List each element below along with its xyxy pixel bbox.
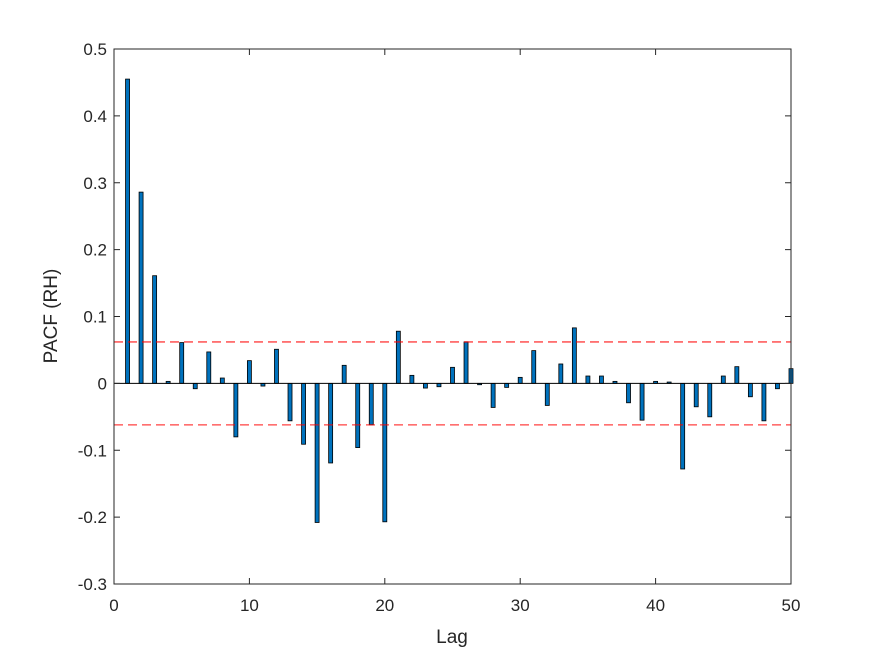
pacf-bar-lag-46 bbox=[734, 366, 740, 384]
x-tick-label: 0 bbox=[109, 596, 118, 615]
pacf-bar-lag-19 bbox=[368, 382, 374, 426]
pacf-bar-lag-7 bbox=[206, 351, 212, 384]
x-axis-label: Lag bbox=[436, 627, 468, 648]
pacf-bar-lag-10 bbox=[246, 360, 252, 384]
pacf-bar-lag-14 bbox=[301, 382, 306, 445]
pacf-bar-lag-30 bbox=[517, 376, 523, 384]
pacf-bar-lag-9 bbox=[233, 382, 239, 438]
pacf-bar-lag-23 bbox=[423, 382, 428, 389]
y-axis: -0.3 -0.2 -0.1 0 0.1 0.2 0.3 0.4 0.5 bbox=[78, 40, 791, 594]
y-tick-label: 0.1 bbox=[83, 308, 107, 327]
pacf-bar-lag-21 bbox=[395, 330, 401, 384]
pacf-bar-lag-34 bbox=[571, 327, 577, 384]
pacf-bar-lag-5 bbox=[179, 342, 185, 384]
pacf-bar-lag-17 bbox=[341, 364, 347, 384]
x-tick-label: 50 bbox=[782, 596, 801, 615]
pacf-bar-lag-31 bbox=[531, 350, 537, 384]
pacf-bar-lag-20 bbox=[382, 382, 388, 523]
y-tick-label: -0.3 bbox=[78, 575, 107, 594]
pacf-bar-lag-36 bbox=[599, 375, 604, 384]
y-tick-label: 0.2 bbox=[83, 241, 107, 260]
y-tick-label: 0.4 bbox=[83, 107, 107, 126]
pacf-bar-lag-44 bbox=[707, 382, 713, 418]
pacf-bar-lag-42 bbox=[680, 382, 686, 470]
y-tick-label: 0 bbox=[98, 374, 107, 393]
pacf-bar-lag-12 bbox=[274, 348, 279, 384]
pacf-bar-lag-18 bbox=[355, 382, 361, 448]
y-tick-label: 0.5 bbox=[83, 40, 107, 59]
pacf-bar-lag-13 bbox=[287, 382, 293, 422]
pacf-bar-lag-39 bbox=[639, 382, 645, 421]
pacf-bar-lag-24 bbox=[436, 382, 442, 388]
pacf-bar-lag-45 bbox=[720, 375, 726, 384]
pacf-bar-lag-8 bbox=[219, 377, 225, 384]
x-tick-label: 40 bbox=[646, 596, 665, 615]
pacf-bar-lag-28 bbox=[490, 382, 496, 408]
x-tick-label: 30 bbox=[511, 596, 530, 615]
y-tick-label: 0.3 bbox=[83, 174, 107, 193]
pacf-bar-lag-35 bbox=[585, 375, 591, 384]
plot-area bbox=[114, 49, 791, 584]
x-tick-label: 10 bbox=[240, 596, 259, 615]
pacf-bar-lag-43 bbox=[693, 382, 699, 408]
pacf-bar-lag-48 bbox=[761, 382, 767, 422]
y-axis-label: PACF (RH) bbox=[41, 269, 62, 364]
pacf-bar-lag-2 bbox=[138, 191, 144, 384]
pacf-bar-lag-3 bbox=[152, 275, 158, 384]
pacf-bar-lag-25 bbox=[450, 366, 455, 384]
pacf-bar-lag-32 bbox=[544, 382, 550, 406]
pacf-bar-lag-6 bbox=[192, 382, 198, 390]
pacf-bar-lag-15 bbox=[314, 382, 320, 523]
pacf-bar-lag-1 bbox=[125, 78, 130, 384]
pacf-bar-lag-29 bbox=[504, 382, 510, 388]
x-tick-label: 20 bbox=[375, 596, 394, 615]
pacf-bar-lag-22 bbox=[409, 374, 415, 384]
pacf-bar-lag-16 bbox=[328, 382, 334, 464]
pacf-bar-lag-49 bbox=[775, 382, 780, 390]
pacf-bar-lag-26 bbox=[463, 341, 469, 384]
pacf-bar-lag-38 bbox=[626, 382, 631, 404]
y-tick-label: -0.1 bbox=[78, 441, 107, 460]
pacf-bar-lag-47 bbox=[747, 382, 753, 398]
pacf-bar-lag-33 bbox=[558, 363, 564, 384]
x-axis: 0 10 20 30 40 50 bbox=[109, 49, 800, 615]
y-tick-label: -0.2 bbox=[78, 508, 107, 527]
